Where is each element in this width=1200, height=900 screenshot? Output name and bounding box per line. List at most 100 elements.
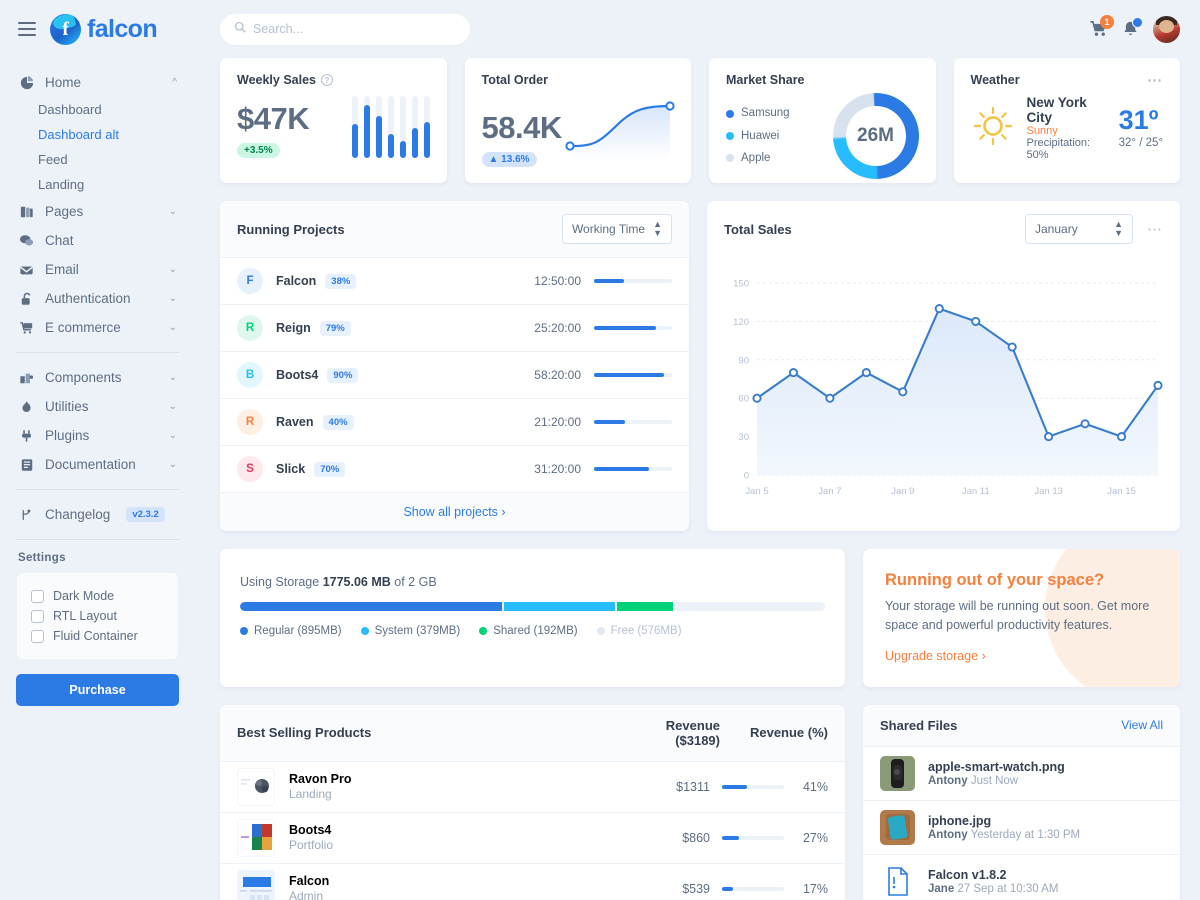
weekly-sales-title: Weekly Sales — [237, 73, 316, 87]
cart-button[interactable]: 1 — [1089, 15, 1114, 38]
list-item[interactable]: iphone.jpg Antony Yesterday at 1:30 PM — [863, 801, 1180, 855]
market-share-body: Samsung Huawei Apple 26M — [726, 93, 919, 179]
table-row[interactable]: Ravon Pro Landing $1311 41% — [220, 762, 845, 813]
file-meta: Antony Yesterday at 1:30 PM — [928, 829, 1080, 841]
falcon-thumb — [237, 869, 275, 900]
svg-text:Jan 13: Jan 13 — [1034, 486, 1063, 497]
project-progress — [594, 420, 672, 424]
product-info: Ravon Pro Landing — [289, 772, 648, 801]
storage-seg-free — [674, 602, 825, 611]
more-options-icon[interactable]: ⋯ — [1147, 220, 1163, 238]
chevron-down-icon: ⌄ — [168, 459, 177, 470]
legend-dot-icon — [726, 131, 734, 140]
table-row[interactable]: B Boots4 90% 58:20:00 — [220, 352, 689, 399]
notifications-button[interactable] — [1122, 17, 1143, 38]
sidebar-item-chat[interactable]: Chat — [16, 226, 179, 255]
main-area: Search... 1 Weekly Sales — [195, 0, 1200, 900]
working-time-select[interactable]: Working Time ▲ ▼ — [561, 214, 672, 244]
file-meta: Antony Just Now — [928, 775, 1065, 787]
weather-body: New York City Sunny Precipitation: 50% 3… — [971, 95, 1163, 161]
sidebar-item-label: Components — [45, 370, 122, 385]
topbar-icons: 1 — [1089, 15, 1180, 43]
chevron-down-icon: ⌄ — [168, 264, 177, 275]
purchase-button[interactable]: Purchase — [16, 674, 179, 706]
best-selling-products-card: Best Selling Products Revenue ($3189) Re… — [220, 704, 845, 900]
table-row[interactable]: R Raven 40% 21:20:00 — [220, 399, 689, 446]
branch-icon — [18, 508, 35, 522]
list-item[interactable]: apple-smart-watch.png Antony Just Now — [863, 747, 1180, 801]
sidebar-item-pages[interactable]: Pages ⌄ — [16, 197, 179, 226]
market-share-title: Market Share — [726, 73, 805, 87]
product-revenue: $539 — [682, 881, 710, 896]
sidebar-item-label: Authentication — [45, 291, 131, 306]
cart-badge: 1 — [1100, 15, 1114, 29]
file-name: apple-smart-watch.png — [928, 759, 1065, 774]
sidebar-item-landing[interactable]: Landing — [38, 177, 85, 192]
weather-range: 32° / 25° — [1118, 137, 1163, 149]
sidebar-item-ecommerce[interactable]: E commerce ⌄ — [16, 313, 179, 342]
project-progress — [594, 326, 672, 330]
storage-prefix: Using Storage — [240, 575, 323, 589]
view-all-link[interactable]: View All — [1121, 718, 1163, 732]
upgrade-storage-link[interactable]: Upgrade storage › — [885, 648, 986, 663]
avatar[interactable] — [1153, 15, 1180, 43]
sidebar-item-utilities[interactable]: Utilities ⌄ — [16, 392, 179, 421]
chevron-up-icon: ^ — [172, 77, 177, 88]
table-row[interactable]: F Falcon 38% 12:50:00 — [220, 258, 689, 305]
table-row[interactable]: Falcon Admin $539 17% — [220, 864, 845, 900]
table-row[interactable]: S Slick 70% 31:20:00 — [220, 446, 689, 493]
more-options-icon[interactable]: ⋯ — [1147, 71, 1163, 89]
setting-dark-mode[interactable]: Dark Mode — [31, 586, 164, 606]
legend-dot-icon — [240, 627, 248, 635]
sidebar-item-label: Pages — [45, 204, 84, 219]
checkbox-icon[interactable] — [31, 589, 44, 603]
setting-rtl-layout[interactable]: RTL Layout — [31, 606, 164, 626]
storage-row: Using Storage 1775.06 MB of 2 GB Regular… — [220, 549, 1180, 687]
month-select[interactable]: January ▲ ▼ — [1025, 214, 1133, 244]
svg-text:120: 120 — [733, 317, 749, 328]
list-item[interactable]: Falcon v1.8.2 Jane 27 Sep at 10:30 AM — [863, 855, 1180, 900]
checkbox-icon[interactable] — [31, 609, 44, 623]
sidebar-nav: Home ^ Dashboard Dashboard alt Feed Land… — [16, 68, 179, 540]
weekly-sales-value: $47K — [237, 101, 310, 137]
storage-seg-shared — [616, 602, 673, 611]
sidebar-item-feed[interactable]: Feed — [38, 152, 68, 167]
product-progress — [722, 784, 784, 789]
best-selling-header: Best Selling Products Revenue ($3189) Re… — [220, 704, 845, 762]
sidebar-item-components[interactable]: Components ⌄ — [16, 363, 179, 392]
sidebar-item-home[interactable]: Home ^ — [16, 68, 179, 97]
total-sales-header: Total Sales January ▲ ▼ ⋯ — [707, 201, 1180, 257]
sidebar-item-authentication[interactable]: Authentication ⌄ — [16, 284, 179, 313]
sidebar-item-changelog[interactable]: Changelog v2.3.2 — [16, 500, 179, 529]
setting-fluid-container[interactable]: Fluid Container — [31, 626, 164, 646]
sidebar: f falcon Home ^ Dashboard Dashboard alt … — [0, 0, 195, 900]
hamburger-menu-icon[interactable] — [18, 22, 36, 36]
search-input[interactable]: Search... — [220, 13, 470, 45]
legend-label: Apple — [741, 152, 771, 165]
sidebar-item-dashboard[interactable]: Dashboard — [38, 102, 102, 117]
checkbox-icon[interactable] — [31, 629, 44, 643]
product-info: Boots4 Portfolio — [289, 823, 648, 852]
project-avatar: S — [237, 456, 263, 482]
sort-arrows-icon: ▲ ▼ — [653, 219, 662, 238]
sidebar-item-dashboard-alt[interactable]: Dashboard alt — [38, 127, 119, 142]
info-icon[interactable]: ? — [321, 74, 333, 86]
weather-city: New York City — [1026, 95, 1087, 125]
table-row[interactable]: R Reign 79% 25:20:00 — [220, 305, 689, 352]
legend-dot-icon — [726, 154, 734, 163]
donut-center-label: 26M — [845, 106, 906, 166]
project-avatar: R — [237, 409, 263, 435]
project-avatar: B — [237, 362, 263, 388]
brand-logo[interactable]: f falcon — [50, 13, 158, 45]
show-all-projects-link[interactable]: Show all projects › — [220, 493, 689, 531]
promo-text: Your storage will be running out soon. G… — [885, 599, 1150, 632]
svg-text:Jan 9: Jan 9 — [891, 486, 914, 497]
sidebar-item-plugins[interactable]: Plugins ⌄ — [16, 421, 179, 450]
table-row[interactable]: Boots4 Portfolio $860 27% — [220, 813, 845, 864]
project-name: Raven — [276, 415, 314, 429]
topbar: Search... 1 — [195, 0, 1200, 58]
sidebar-item-documentation[interactable]: Documentation ⌄ — [16, 450, 179, 479]
sidebar-item-email[interactable]: Email ⌄ — [16, 255, 179, 284]
svg-text:Jan 5: Jan 5 — [745, 486, 768, 497]
